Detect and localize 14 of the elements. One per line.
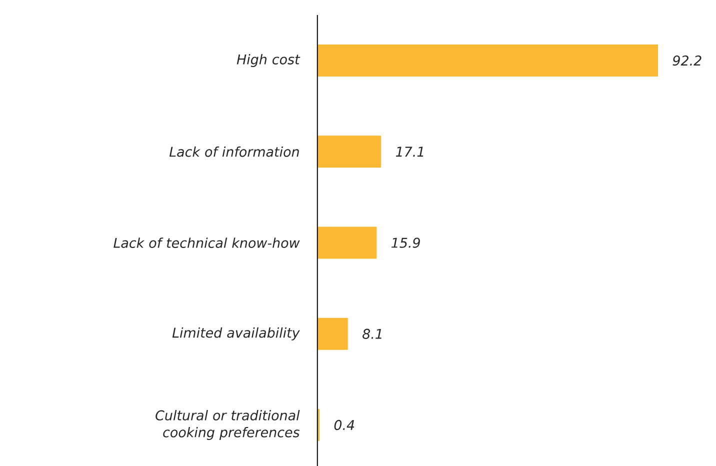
bar [318, 136, 382, 168]
bar [318, 44, 658, 77]
data-label: 15.9 [391, 238, 420, 248]
data-label: 92.2 [672, 55, 702, 66]
y-tick-label: Lack of information [169, 146, 299, 157]
y-tick-label: Lack of technical know-how [114, 238, 300, 248]
y-tick-label: Limited availability [172, 327, 300, 340]
bar [318, 226, 377, 259]
y-tick-label: High cost [236, 54, 300, 68]
data-label: 8.1 [362, 328, 382, 339]
data-label: 17.1 [396, 146, 424, 157]
bar [318, 318, 348, 350]
y-tick-label: Cultural or traditional cooking preferences [156, 410, 300, 440]
data-label: 0.4 [334, 420, 354, 430]
